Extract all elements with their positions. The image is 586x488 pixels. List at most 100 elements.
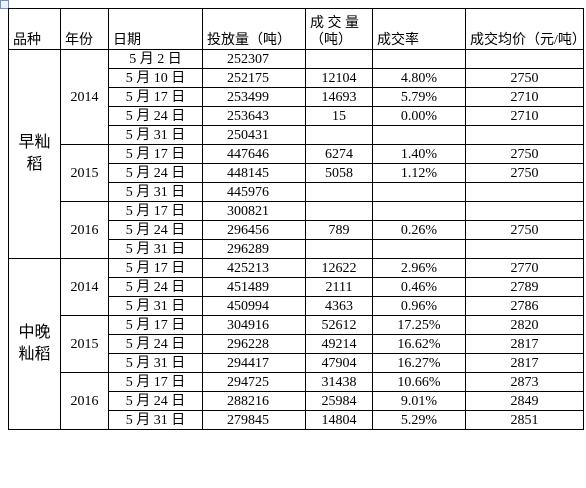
empty-cell xyxy=(465,182,584,202)
supply-cell: 296228 xyxy=(202,334,306,354)
data-row: 2015 5 月 17 日 304916 52612 17.25% 2820 xyxy=(9,315,584,373)
year-cell: 2014 xyxy=(60,49,109,145)
volume-cell: 6274 xyxy=(305,144,373,164)
date-cell: 5 月 24 日 xyxy=(108,391,203,411)
volume-cell: 789 xyxy=(305,220,373,240)
data-row: 2015 5 月 17 日 447646 6274 1.40% 2750 xyxy=(9,144,584,202)
header-cell: 年份 xyxy=(60,8,109,50)
supply-cell: 304916 xyxy=(202,315,306,335)
data-row: 5 月 31 日 296289 xyxy=(9,239,584,259)
empty-cell xyxy=(465,239,584,259)
empty-cell xyxy=(465,201,584,221)
data-row: 2016 5 月 17 日 300821 xyxy=(9,201,584,259)
empty-cell xyxy=(465,49,584,69)
supply-cell: 288216 xyxy=(202,391,306,411)
data-row: 5 月 24 日 451489 2111 0.46% 2789 xyxy=(9,277,584,297)
rate-cell: 17.25% xyxy=(372,315,466,335)
year-cell: 2015 xyxy=(60,315,109,373)
date-cell: 5 月 17 日 xyxy=(108,315,203,335)
year-cell: 2016 xyxy=(60,201,109,259)
price-cell: 2750 xyxy=(465,68,584,88)
data-row: 5 月 31 日 279845 14804 5.29% 2851 xyxy=(9,410,584,430)
supply-cell: 250431 xyxy=(202,125,306,145)
table-body: 早籼稻 2014 5 月 2 日 252307 5 月 10 日 252175 12104 4… xyxy=(8,49,584,430)
date-cell: 5 月 17 日 xyxy=(108,258,203,278)
header-row: 品种 年份 日期 投放量（吨）成 交 量（吨） 成交率 成交均价（元/吨） xyxy=(8,8,584,50)
rate-cell: 0.96% xyxy=(372,296,466,316)
data-row: 5 月 31 日 294417 47904 16.27% 2817 xyxy=(9,353,584,373)
rate-cell: 0.26% xyxy=(372,220,466,240)
empty-cell xyxy=(305,49,373,69)
price-cell: 2817 xyxy=(465,353,584,373)
rate-cell: 1.40% xyxy=(372,144,466,164)
variety-cell: 早籼稻 xyxy=(8,49,61,259)
rate-cell: 9.01% xyxy=(372,391,466,411)
price-cell: 2873 xyxy=(465,372,584,392)
volume-cell: 31438 xyxy=(305,372,373,392)
price-cell: 2710 xyxy=(465,87,584,107)
rate-cell: 16.62% xyxy=(372,334,466,354)
rate-cell: 2.96% xyxy=(372,258,466,278)
date-cell: 5 月 17 日 xyxy=(108,144,203,164)
year-cell: 2016 xyxy=(60,372,109,430)
supply-cell: 253499 xyxy=(202,87,306,107)
date-cell: 5 月 17 日 xyxy=(108,201,203,221)
year-cell: 2014 xyxy=(60,258,109,316)
date-cell: 5 月 2 日 xyxy=(108,49,203,69)
variety-cell: 中晚籼稻 xyxy=(8,258,61,430)
date-cell: 5 月 24 日 xyxy=(108,277,203,297)
supply-cell: 425213 xyxy=(202,258,306,278)
date-cell: 5 月 17 日 xyxy=(108,87,203,107)
empty-cell xyxy=(372,125,466,145)
supply-cell: 448145 xyxy=(202,163,306,183)
volume-cell: 47904 xyxy=(305,353,373,373)
volume-cell: 12622 xyxy=(305,258,373,278)
header-cell: 品种 xyxy=(8,8,61,50)
data-row: 5 月 24 日 288216 25984 9.01% 2849 xyxy=(9,391,584,411)
supply-cell: 447646 xyxy=(202,144,306,164)
header-cell: 日期 xyxy=(108,8,203,50)
supply-cell: 294417 xyxy=(202,353,306,373)
supply-cell: 445976 xyxy=(202,182,306,202)
empty-cell xyxy=(305,239,373,259)
header-cell: 成 交 量（吨） xyxy=(305,8,373,50)
data-row: 中晚籼稻 2014 5 月 17 日 425213 12622 2.96% 2770 xyxy=(8,258,584,430)
volume-cell: 5058 xyxy=(305,163,373,183)
data-row: 5 月 24 日 253643 15 0.00% 2710 xyxy=(9,106,584,126)
header-cell: 投放量（吨） xyxy=(202,8,306,50)
volume-cell: 49214 xyxy=(305,334,373,354)
supply-cell: 252307 xyxy=(202,49,306,69)
price-cell: 2849 xyxy=(465,391,584,411)
date-cell: 5 月 24 日 xyxy=(108,334,203,354)
volume-cell: 14693 xyxy=(305,87,373,107)
date-cell: 5 月 31 日 xyxy=(108,125,203,145)
date-cell: 5 月 31 日 xyxy=(108,182,203,202)
volume-cell: 52612 xyxy=(305,315,373,335)
date-cell: 5 月 24 日 xyxy=(108,220,203,240)
rate-cell: 16.27% xyxy=(372,353,466,373)
volume-cell: 12104 xyxy=(305,68,373,88)
rate-cell: 10.66% xyxy=(372,372,466,392)
date-cell: 5 月 24 日 xyxy=(108,163,203,183)
empty-cell xyxy=(372,239,466,259)
header-cell: 成交率 xyxy=(372,8,466,50)
supply-cell: 451489 xyxy=(202,277,306,297)
volume-cell: 25984 xyxy=(305,391,373,411)
price-cell: 2817 xyxy=(465,334,584,354)
price-cell: 2770 xyxy=(465,258,584,278)
table-move-handle[interactable] xyxy=(0,0,9,9)
rate-cell: 5.29% xyxy=(372,410,466,430)
header-cell: 成交均价（元/吨） xyxy=(465,8,584,50)
data-row: 5 月 31 日 250431 xyxy=(9,125,584,145)
date-cell: 5 月 31 日 xyxy=(108,353,203,373)
supply-cell: 296456 xyxy=(202,220,306,240)
rate-cell: 0.46% xyxy=(372,277,466,297)
price-cell: 2820 xyxy=(465,315,584,335)
empty-cell xyxy=(305,201,373,221)
rate-cell: 1.12% xyxy=(372,163,466,183)
data-row: 5 月 24 日 296456 789 0.26% 2750 xyxy=(9,220,584,240)
date-cell: 5 月 24 日 xyxy=(108,106,203,126)
date-cell: 5 月 31 日 xyxy=(108,296,203,316)
supply-cell: 300821 xyxy=(202,201,306,221)
